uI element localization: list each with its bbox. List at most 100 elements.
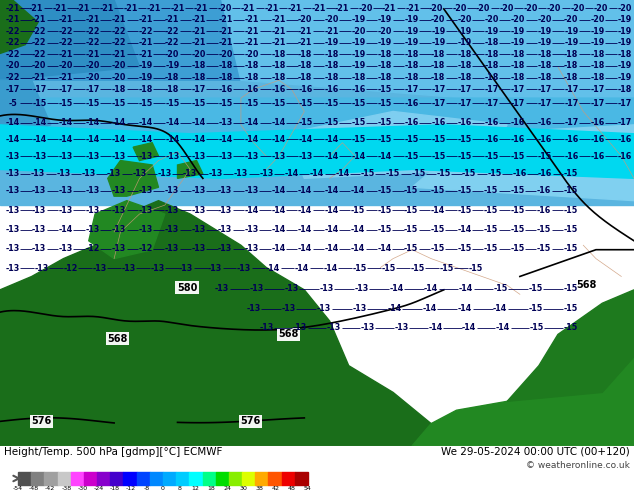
Text: -17: -17 — [458, 99, 472, 108]
Text: -21: -21 — [112, 15, 126, 24]
Text: -20: -20 — [358, 3, 373, 13]
Bar — [137, 472, 150, 485]
Text: -16: -16 — [537, 206, 551, 215]
Text: -21: -21 — [138, 50, 153, 59]
Text: 568: 568 — [576, 280, 597, 291]
Text: -14: -14 — [6, 118, 20, 127]
Text: -14: -14 — [86, 118, 100, 127]
Text: -15: -15 — [537, 245, 551, 253]
Text: -18: -18 — [458, 50, 472, 59]
Text: -17: -17 — [458, 85, 472, 94]
Text: -13: -13 — [112, 206, 126, 215]
Text: -13: -13 — [139, 151, 153, 161]
Text: -18: -18 — [218, 61, 233, 71]
Text: -18: -18 — [618, 50, 631, 59]
Text: -14: -14 — [245, 135, 259, 144]
Text: -14: -14 — [430, 206, 445, 215]
Text: -15: -15 — [218, 99, 233, 108]
Text: -21: -21 — [271, 27, 286, 36]
Text: -14: -14 — [493, 304, 507, 313]
Text: -21: -21 — [86, 50, 100, 59]
Text: -17: -17 — [431, 85, 446, 94]
Text: -19: -19 — [484, 27, 498, 36]
Text: -13: -13 — [271, 151, 286, 161]
Text: -13: -13 — [6, 186, 20, 196]
Text: -15: -15 — [510, 245, 524, 253]
Bar — [97, 472, 110, 485]
Text: -21: -21 — [123, 3, 138, 13]
Text: -20: -20 — [191, 50, 206, 59]
Text: -13: -13 — [59, 245, 73, 253]
Text: -17: -17 — [564, 99, 578, 108]
Text: -14: -14 — [271, 135, 286, 144]
Text: -14: -14 — [295, 264, 309, 273]
Text: -16: -16 — [537, 186, 551, 196]
Text: -21: -21 — [100, 3, 114, 13]
Text: -22: -22 — [138, 27, 153, 36]
Polygon shape — [0, 0, 38, 53]
Text: -18: -18 — [564, 61, 578, 71]
Text: -21: -21 — [112, 50, 126, 59]
Text: -13: -13 — [85, 186, 100, 196]
Text: -14: -14 — [191, 118, 206, 127]
Text: -15: -15 — [59, 99, 73, 108]
Text: -14: -14 — [59, 118, 73, 127]
Text: -15: -15 — [484, 151, 498, 161]
Text: -13: -13 — [31, 170, 45, 178]
Text: -16: -16 — [245, 85, 259, 94]
Text: -20: -20 — [112, 61, 126, 71]
Bar — [0, 0, 634, 205]
Text: -14: -14 — [325, 245, 339, 253]
Text: -18: -18 — [378, 61, 392, 71]
Text: -13: -13 — [121, 264, 136, 273]
Text: -13: -13 — [112, 151, 126, 161]
Text: -16: -16 — [431, 118, 446, 127]
Text: -14: -14 — [424, 284, 438, 294]
Text: -16: -16 — [564, 151, 578, 161]
Text: -13: -13 — [6, 225, 20, 234]
Text: -19: -19 — [458, 38, 472, 48]
Text: -21: -21 — [218, 27, 233, 36]
Text: -15: -15 — [404, 151, 419, 161]
Text: -15: -15 — [430, 225, 445, 234]
Text: -21: -21 — [335, 3, 349, 13]
Text: -13: -13 — [165, 186, 179, 196]
Text: -19: -19 — [351, 38, 366, 48]
Text: -18: -18 — [484, 61, 499, 71]
Text: -14: -14 — [325, 135, 339, 144]
Text: -18: -18 — [325, 61, 339, 71]
Text: 48: 48 — [288, 487, 296, 490]
Text: -17: -17 — [511, 99, 525, 108]
Text: -14: -14 — [245, 206, 259, 215]
Text: -13: -13 — [86, 151, 100, 161]
Polygon shape — [0, 0, 241, 80]
Text: -15: -15 — [112, 99, 126, 108]
Text: -15: -15 — [298, 118, 313, 127]
Text: -5: -5 — [8, 99, 17, 108]
Text: -13: -13 — [218, 186, 232, 196]
Text: -15: -15 — [139, 99, 153, 108]
Text: -21: -21 — [165, 15, 179, 24]
Text: -14: -14 — [351, 225, 365, 234]
Text: -21: -21 — [59, 15, 73, 24]
Text: -20: -20 — [431, 15, 446, 24]
Text: -20: -20 — [523, 3, 538, 13]
Text: -16: -16 — [458, 118, 472, 127]
Text: 42: 42 — [272, 487, 280, 490]
Text: -19: -19 — [404, 15, 419, 24]
Text: -16: -16 — [271, 85, 286, 94]
Text: -13: -13 — [59, 206, 73, 215]
Text: -14: -14 — [112, 118, 126, 127]
Text: -18: -18 — [378, 73, 392, 82]
Polygon shape — [222, 0, 634, 112]
Text: -22: -22 — [6, 38, 20, 48]
Text: -20: -20 — [245, 50, 259, 59]
Text: -21: -21 — [191, 15, 206, 24]
Text: -20: -20 — [86, 73, 100, 82]
Bar — [18, 472, 31, 485]
Text: -15: -15 — [351, 118, 366, 127]
Text: -13: -13 — [32, 151, 46, 161]
Text: 18: 18 — [207, 487, 215, 490]
Text: -21: -21 — [53, 3, 67, 13]
Text: -21: -21 — [32, 15, 46, 24]
